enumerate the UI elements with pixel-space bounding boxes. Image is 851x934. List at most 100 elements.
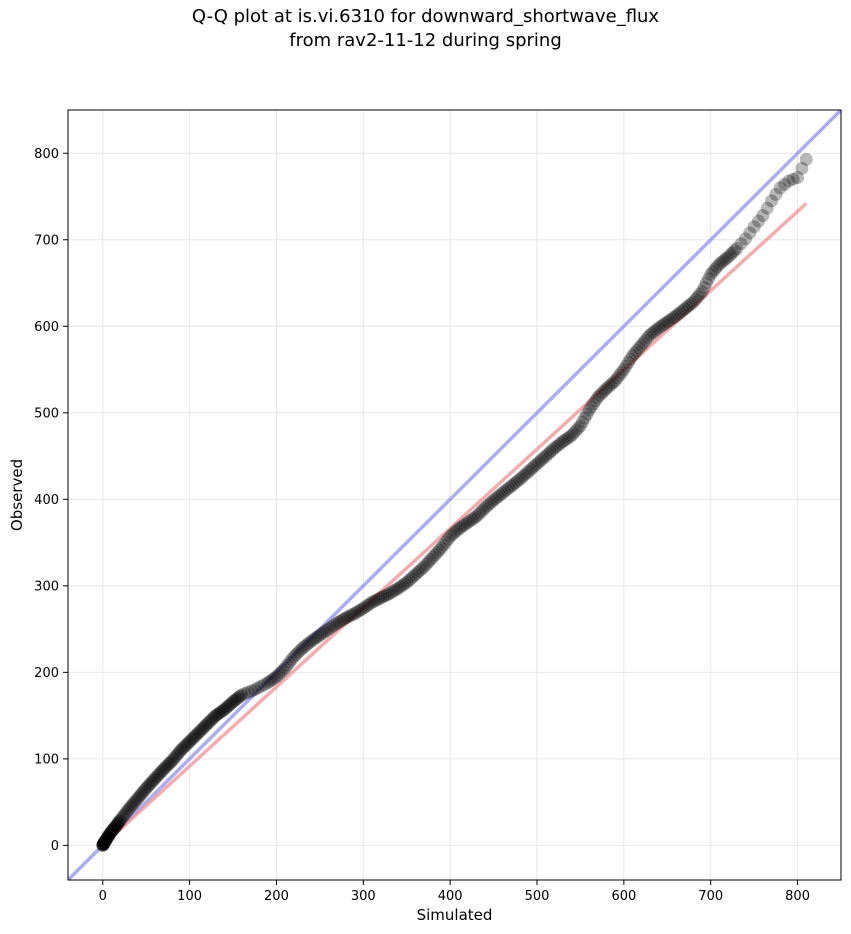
y-tick-label: 0 xyxy=(51,839,59,854)
qq-point xyxy=(478,501,492,515)
qq-point xyxy=(168,750,182,764)
qq-point xyxy=(413,564,427,578)
qq-point xyxy=(417,560,431,574)
qq-point xyxy=(578,411,592,425)
qq-point xyxy=(112,815,126,829)
qq-point xyxy=(778,177,792,191)
qq-point xyxy=(187,730,201,744)
qq-point xyxy=(626,349,640,363)
qq-point xyxy=(97,836,111,850)
qq-point xyxy=(506,478,520,492)
qq-point xyxy=(317,625,331,639)
qq-point xyxy=(98,834,112,848)
x-tick-label: 800 xyxy=(785,889,810,904)
qq-point xyxy=(617,363,631,377)
qq-point xyxy=(164,755,178,769)
qq-point xyxy=(180,737,194,751)
chart-title-line-2: from rav2-11-12 during spring xyxy=(289,30,562,51)
qq-point xyxy=(647,324,661,338)
qq-point xyxy=(567,426,581,440)
qq-point xyxy=(684,297,698,311)
qq-point xyxy=(495,486,509,500)
qq-point xyxy=(380,588,394,602)
qq-point xyxy=(112,814,126,828)
qq-point xyxy=(225,696,239,710)
qq-point xyxy=(181,736,195,750)
qq-point xyxy=(584,400,598,414)
qq-point xyxy=(145,775,159,789)
qq-point xyxy=(521,465,535,479)
qq-point xyxy=(190,727,204,741)
qq-point xyxy=(269,670,283,684)
qq-point xyxy=(157,762,171,776)
qq-point xyxy=(226,695,240,709)
qq-point xyxy=(193,724,207,738)
qq-point xyxy=(456,519,470,533)
qq-point xyxy=(352,604,366,618)
qq-point xyxy=(641,331,655,345)
qq-point xyxy=(97,837,111,851)
qq-point xyxy=(689,292,703,306)
qq-point xyxy=(445,528,459,542)
qq-point xyxy=(326,619,340,633)
qq-point xyxy=(510,474,524,488)
qq-point xyxy=(398,577,412,591)
qq-point xyxy=(167,752,181,766)
qq-point xyxy=(304,634,318,648)
qq-point xyxy=(671,307,685,321)
y-tick-label: 800 xyxy=(34,147,59,162)
qq-point xyxy=(708,262,722,276)
qq-point xyxy=(263,674,277,688)
qq-point xyxy=(223,697,237,711)
qq-point xyxy=(251,681,265,695)
qq-point xyxy=(738,232,752,246)
qq-point xyxy=(782,174,796,188)
qq-point xyxy=(702,272,716,286)
qq-point xyxy=(654,320,668,334)
qq-point xyxy=(170,748,184,762)
qq-point xyxy=(372,592,386,606)
qq-point xyxy=(119,806,133,820)
qq-point xyxy=(293,643,307,657)
qq-point xyxy=(673,305,687,319)
qq-point xyxy=(341,610,355,624)
qq-point xyxy=(652,321,666,335)
qq-point xyxy=(298,639,312,653)
qq-point xyxy=(111,816,125,830)
y-tick-label: 400 xyxy=(34,493,59,508)
qq-point xyxy=(471,507,485,521)
x-tick-label: 0 xyxy=(99,889,107,904)
qq-point xyxy=(222,699,236,713)
qq-point xyxy=(508,476,522,490)
qq-point xyxy=(103,827,117,841)
y-tick-label: 200 xyxy=(34,666,59,681)
qq-point xyxy=(391,581,405,595)
qq-point xyxy=(337,612,351,626)
qq-point xyxy=(400,575,414,589)
qq-point xyxy=(227,694,241,708)
qq-point xyxy=(369,593,383,607)
qq-point xyxy=(254,679,268,693)
qq-point xyxy=(204,713,218,727)
qq-point xyxy=(523,463,537,477)
qq-point xyxy=(643,328,657,342)
qq-point xyxy=(469,510,483,524)
qq-point xyxy=(216,704,230,718)
x-tick-label: 300 xyxy=(351,889,376,904)
qq-point xyxy=(474,505,488,519)
qq-point xyxy=(565,428,579,442)
qq-point xyxy=(125,799,139,813)
qq-point xyxy=(534,453,548,467)
qq-point xyxy=(107,821,121,835)
qq-point xyxy=(580,407,594,421)
qq-point xyxy=(162,756,176,770)
x-tick-label: 100 xyxy=(177,889,202,904)
qq-point xyxy=(439,535,453,549)
plot-frame xyxy=(67,109,842,881)
qq-point xyxy=(717,254,731,268)
qq-point xyxy=(278,661,292,675)
qq-point xyxy=(106,823,120,837)
qq-point xyxy=(686,295,700,309)
qq-point xyxy=(441,532,455,546)
